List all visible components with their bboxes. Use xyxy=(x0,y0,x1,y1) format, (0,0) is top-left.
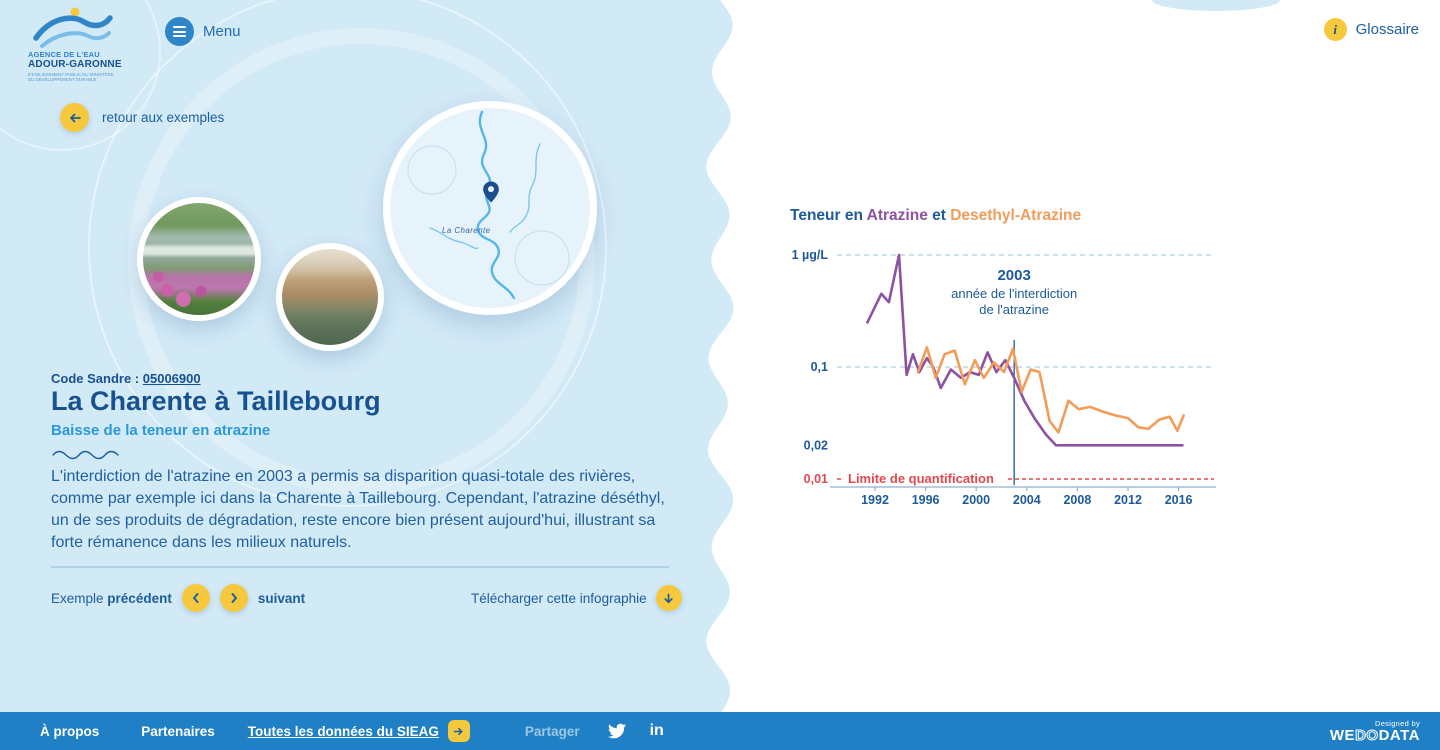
page-subtitle: Baisse de la teneur en atrazine xyxy=(51,422,271,439)
menu-control[interactable]: Menu xyxy=(165,17,241,46)
glossary-label: Glossaire xyxy=(1355,21,1419,38)
sieag-data-link[interactable]: Toutes les données du SIEAG xyxy=(247,723,439,739)
photo-town-riverfront xyxy=(276,243,384,351)
atrazine-chart: 1 µg/L 0,1 0,02 0,01 Limite de quantificatio… xyxy=(792,248,1216,507)
chart-title-segment: Atrazine xyxy=(866,207,928,224)
previous-example-button[interactable] xyxy=(181,584,210,612)
menu-label: Menu xyxy=(203,23,241,40)
code-sandre-link[interactable]: 05006900 xyxy=(142,371,201,386)
chart-title: Teneur en Atrazine et Desethyl-Atrazine xyxy=(790,207,1081,225)
hamburger-icon xyxy=(173,26,186,37)
logo-wave-icon xyxy=(33,7,113,48)
logo-text-line2: ADOUR-GARONNE xyxy=(28,59,122,70)
chart-title-segment: Desethyl-Atrazine xyxy=(950,207,1082,224)
map-river-label: La Charente xyxy=(442,226,491,235)
arrow-right-icon xyxy=(453,727,463,735)
x-tick-label: 2016 xyxy=(1165,493,1193,507)
share-label: Partager xyxy=(524,723,580,739)
menu-button[interactable] xyxy=(165,17,194,46)
logo-text-line1: AGENCE DE L'EAU xyxy=(28,50,100,59)
twitter-icon[interactable] xyxy=(607,722,626,740)
footer-partners-link[interactable]: Partenaires xyxy=(141,723,215,739)
limit-label: Limite de quantification xyxy=(848,471,994,486)
x-tick-label: 1992 xyxy=(861,493,889,507)
code-sandre-row: Code Sandre : 05006900 xyxy=(51,371,201,386)
back-label: retour aux exemples xyxy=(102,110,225,125)
chart-title-segment: Teneur en xyxy=(790,207,867,224)
next-label: suivant xyxy=(257,590,306,606)
info-icon[interactable]: i xyxy=(1323,18,1347,41)
annotation-year: 2003 xyxy=(997,267,1030,284)
glossary-link[interactable]: i Glossaire xyxy=(1323,18,1419,41)
example-pager: Exemple précédent suivant xyxy=(51,584,305,612)
arrow-down-icon xyxy=(664,592,673,603)
location-pin-icon xyxy=(483,181,499,203)
left-panel: AGENCE DE L'EAU ADOUR-GARONNE ÉTABLISSEM… xyxy=(0,0,700,712)
download-infographic-button[interactable] xyxy=(655,585,682,611)
y-tick-label: 0,02 xyxy=(804,438,828,452)
code-sandre-label: Code Sandre : xyxy=(51,371,140,386)
x-tick-label: 1996 xyxy=(912,493,940,507)
river-map-icon xyxy=(407,110,570,300)
photo-river-dam xyxy=(137,197,261,321)
back-to-examples[interactable]: retour aux exemples xyxy=(60,103,224,132)
y-tick-label: 0,01 xyxy=(804,472,828,486)
next-example-button[interactable] xyxy=(219,584,248,612)
map-circle: La Charente xyxy=(383,101,597,315)
y-tick-label: 1 µg/L xyxy=(792,248,829,262)
previous-label: précédent xyxy=(107,590,172,606)
annotation-text: de l'atrazine xyxy=(979,302,1049,317)
chevron-right-icon xyxy=(231,593,237,603)
x-tick-label: 2004 xyxy=(1013,493,1041,507)
series-desethyl-atrazine xyxy=(916,346,1186,434)
y-tick-label: 0,1 xyxy=(811,360,828,374)
example-label: Exemple précédent xyxy=(51,590,172,606)
wave-divider-icon xyxy=(52,450,119,460)
x-tick-label: 2012 xyxy=(1114,493,1142,507)
download-label: Télécharger cette infographie xyxy=(471,590,647,606)
decorative-top-blob xyxy=(1152,0,1280,11)
annotation-text: année de l'interdiction xyxy=(951,286,1077,301)
description-text: L'interdiction de l'atrazine en 2003 a p… xyxy=(51,468,665,551)
agency-logo[interactable]: AGENCE DE L'EAU ADOUR-GARONNE ÉTABLISSEM… xyxy=(28,6,138,82)
panel-wave-edge xyxy=(700,0,734,712)
footer-about-link[interactable]: À propos xyxy=(40,723,100,739)
divider xyxy=(51,566,669,568)
wedodata-brand[interactable]: Designed by WEDODATA xyxy=(1329,719,1420,744)
arrow-left-icon xyxy=(69,113,81,122)
sieag-arrow-button[interactable] xyxy=(447,720,470,742)
linkedin-icon[interactable]: in xyxy=(649,722,664,739)
chart-title-segment: et xyxy=(927,207,951,224)
back-button[interactable] xyxy=(60,103,89,132)
footer: À propos Partenaires Toutes les données … xyxy=(0,712,1440,750)
logo-text-line4: DU DÉVELOPPEMENT DURABLE xyxy=(28,77,97,82)
logo-text-line3: ÉTABLISSEMENT PUBLIC DU MINISTÈRE xyxy=(28,72,114,77)
x-tick-label: 2000 xyxy=(962,493,990,507)
wedodata-logo: WEDODATA xyxy=(1329,727,1420,744)
series-atrazine xyxy=(866,253,1184,447)
chevron-left-icon xyxy=(192,593,199,603)
designed-by-label: Designed by xyxy=(1375,719,1420,728)
download-group: Télécharger cette infographie xyxy=(471,585,682,611)
footer-data-group: Toutes les données du SIEAG xyxy=(248,720,470,742)
page-title: La Charente à Taillebourg xyxy=(51,386,381,416)
x-tick-label: 2008 xyxy=(1063,493,1091,507)
